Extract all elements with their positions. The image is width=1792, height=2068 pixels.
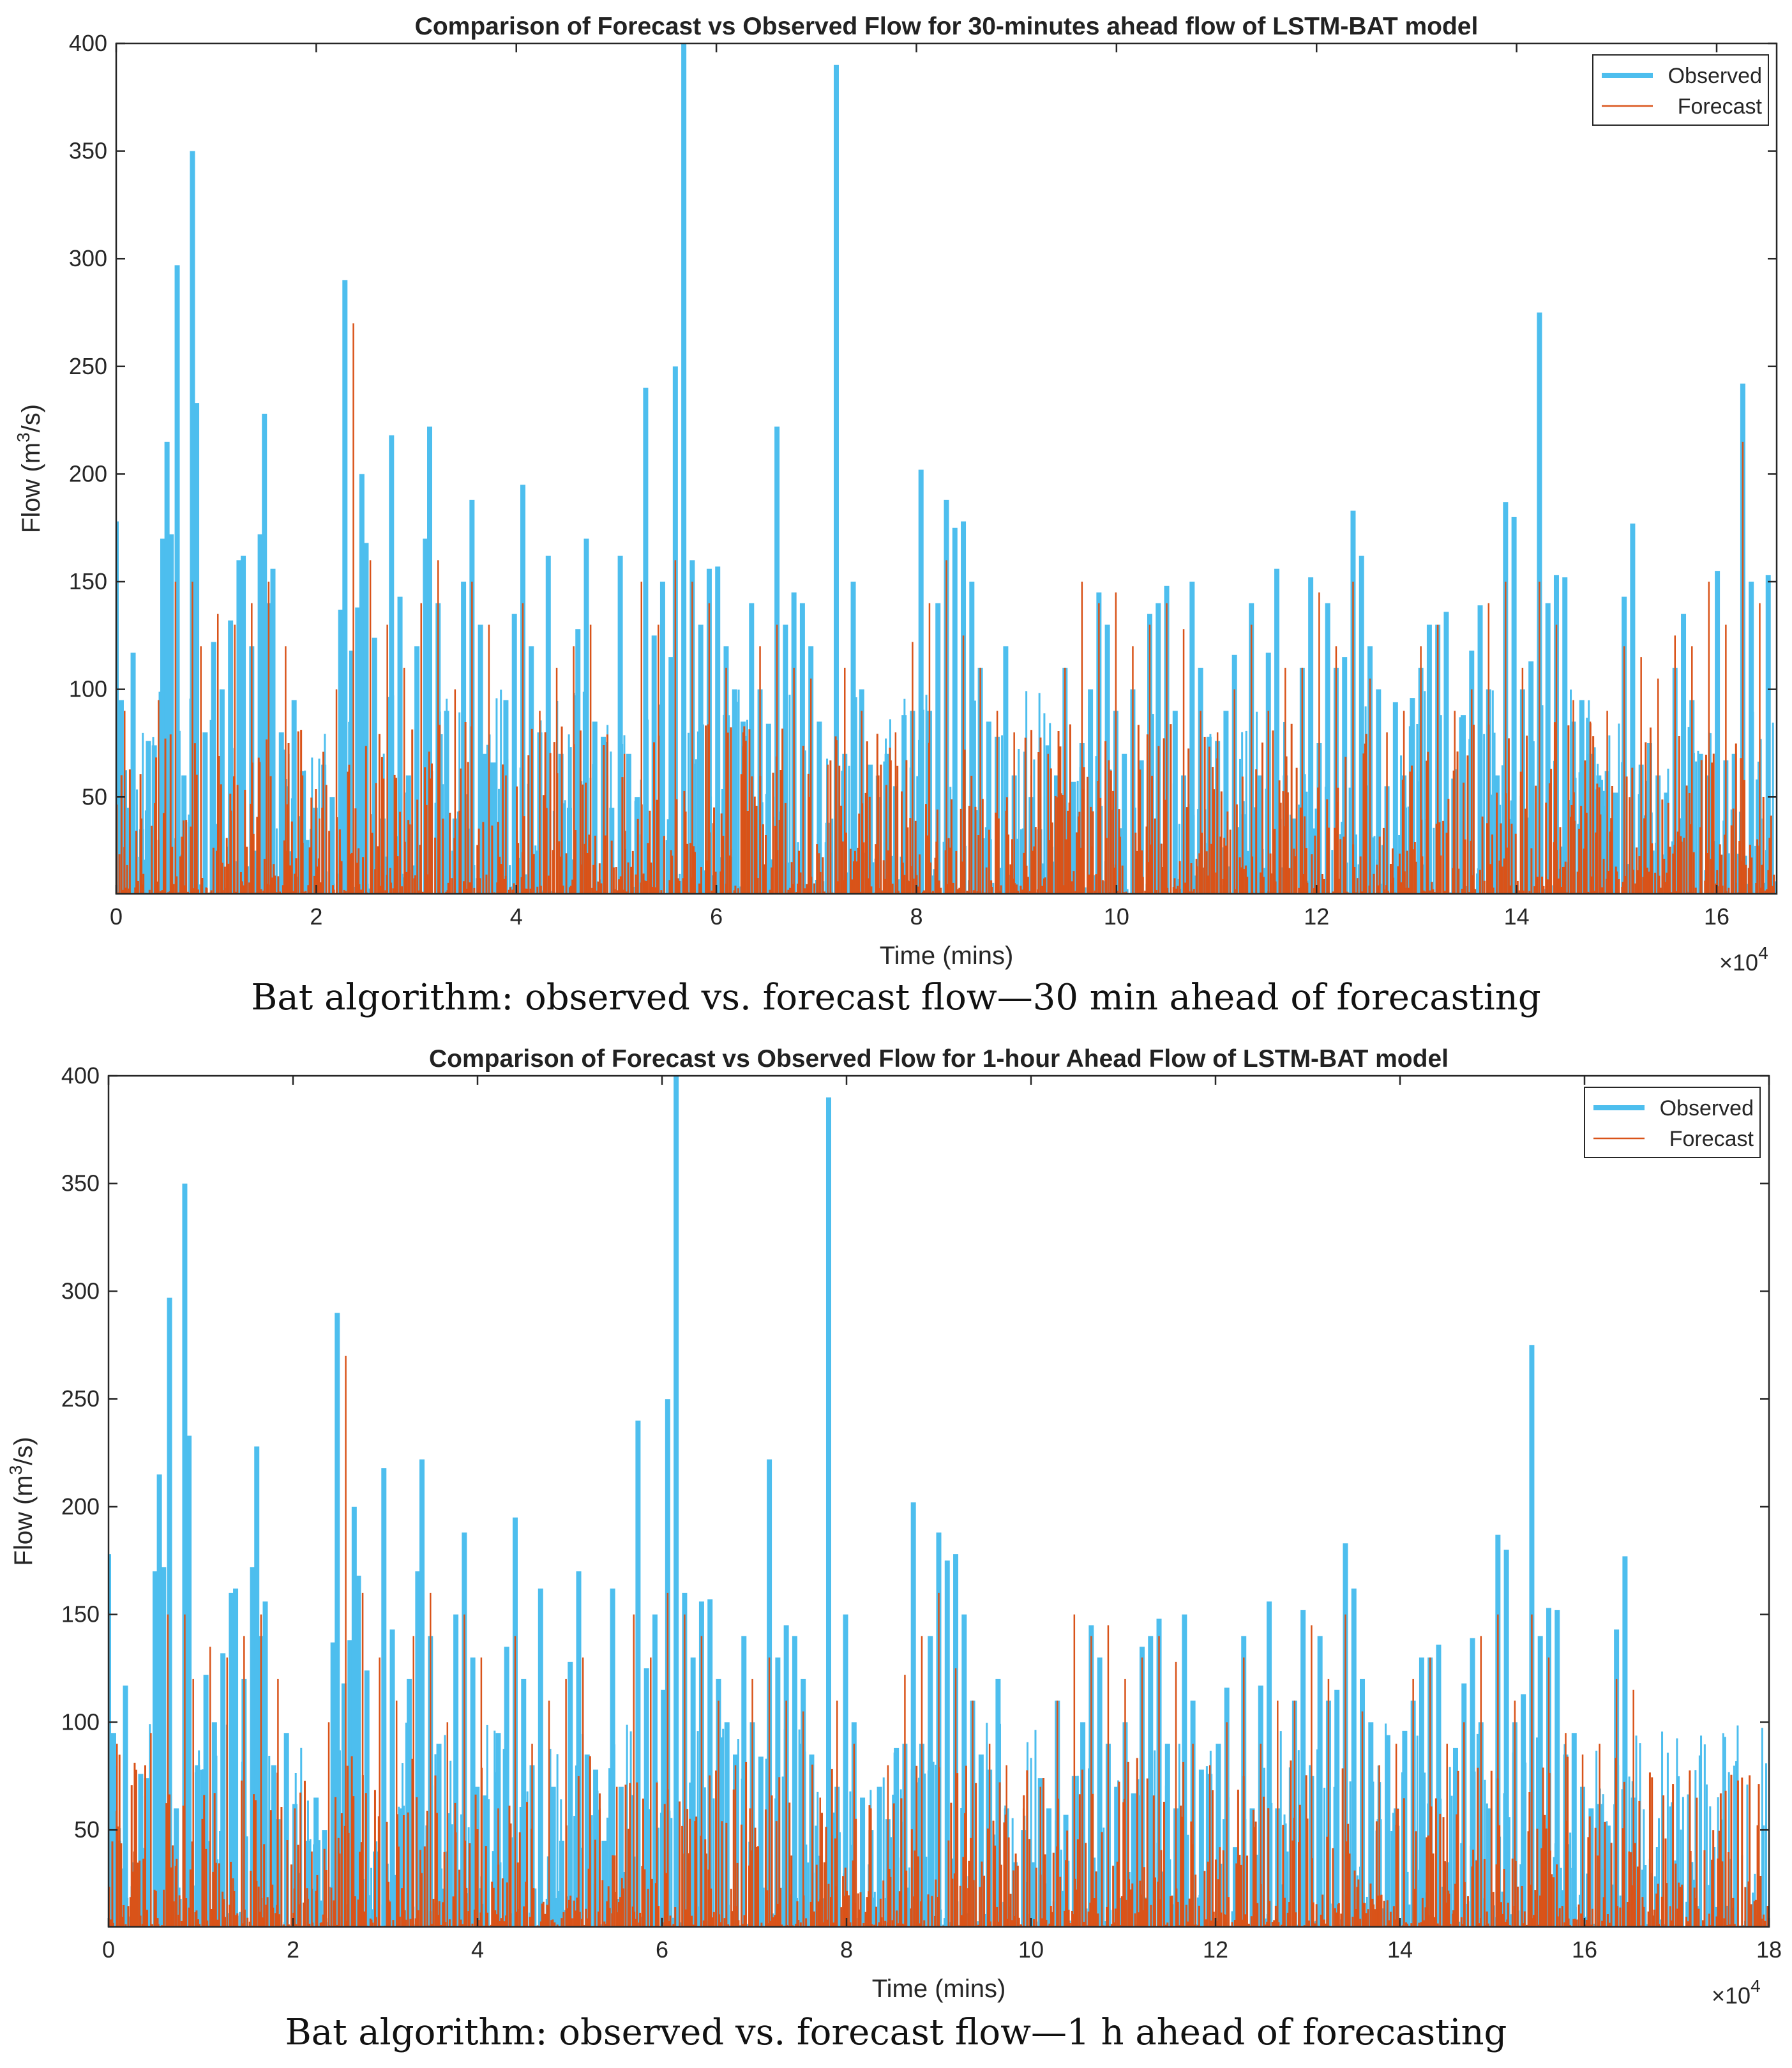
x-tick-label: 0 [102,1936,115,1963]
y-tick-label: 50 [82,783,107,810]
y-tick-label: 250 [69,353,107,379]
x-tick-label: 18 [1756,1936,1782,1963]
chart-panel-30min: Comparison of Forecast vs Observed Flow … [13,13,1778,1018]
x-tick-label: 8 [840,1936,853,1963]
y-label-sup: 3 [13,432,33,442]
y-axis-label: Flow (m3/s) [13,404,45,533]
x-tick-label: 8 [910,903,922,930]
y-tick-label: 350 [61,1170,100,1196]
y-tick-label: 200 [69,460,107,487]
figure-caption-1hour: Bat algorithm: observed vs. forecast flo… [285,2012,1507,2053]
y-tick-label: 300 [69,245,107,271]
x-tick-label: 6 [656,1936,668,1963]
x-tick-label: 16 [1572,1936,1597,1963]
forecast-texture [109,1755,1769,1927]
x-tick-label: 14 [1387,1936,1413,1963]
chart-panel-1hour: Comparison of Forecast vs Observed Flow … [0,1034,1792,2068]
y-tick-label: 150 [69,568,107,594]
y-label-sup: 3 [6,1465,26,1476]
x-tick-label: 2 [287,1936,299,1963]
y-axis-label: Flow (m3/s) [6,1437,38,1566]
x-tick-label: 10 [1104,903,1129,930]
y-label-tail: /s) [10,1437,38,1465]
chart-title: Comparison of Forecast vs Observed Flow … [429,1045,1449,1073]
x-tick-label: 2 [310,903,322,930]
x-tick-label: 14 [1504,903,1530,930]
x-tick-label: 10 [1018,1936,1044,1963]
x-multiplier-exponent: 4 [1758,943,1768,963]
y-tick-label: 400 [69,30,107,56]
x-axis-label: Time (mins) [872,1975,1006,2003]
y-tick-label: 400 [61,1062,100,1089]
legend-box [1584,1087,1761,1158]
x-tick-label: 12 [1304,903,1329,930]
x-axis-multiplier: ×104 [1719,943,1768,976]
x-tick-label: 4 [471,1936,484,1963]
x-tick-label: 6 [710,903,723,930]
chart-30min: Comparison of Forecast vs Observed Flow … [13,13,1778,976]
x-multiplier-base: ×10 [1712,1982,1751,2009]
legend-box [1592,54,1769,126]
y-tick-label: 100 [61,1709,100,1735]
chart-1hour: Comparison of Forecast vs Observed Flow … [6,1045,1782,2009]
figure-caption-30min: Bat algorithm: observed vs. forecast flo… [251,977,1541,1018]
x-tick-label: 16 [1704,903,1729,930]
y-label-tail: /s) [17,404,45,432]
forecast-series [116,323,1761,894]
axes-box [107,1075,1770,1928]
x-tick-label: 4 [510,903,523,930]
y-tick-label: 250 [61,1385,100,1412]
legend-observed-label: Observed [1660,1096,1754,1121]
y-tick-label: 150 [61,1601,100,1627]
legend-forecast-label: Forecast [1678,94,1763,119]
chart-title: Comparison of Forecast vs Observed Flow … [415,13,1479,40]
y-tick-label: 300 [61,1278,100,1304]
x-multiplier-base: ×10 [1719,949,1758,976]
x-tick-label: 12 [1203,1936,1228,1963]
x-axis-multiplier: ×104 [1712,1976,1761,2009]
y-tick-label: 50 [74,1816,100,1843]
y-tick-label: 350 [69,138,107,164]
forecast-series [109,1355,1634,1927]
y-label-main: Flow (m [10,1475,38,1566]
legend-forecast-label: Forecast [1669,1127,1754,1151]
x-tick-label: 0 [110,903,123,930]
y-tick-label: 100 [69,676,107,702]
legend-observed-label: Observed [1668,64,1762,88]
x-multiplier-exponent: 4 [1751,1976,1761,1996]
y-tick-label: 200 [61,1493,100,1520]
y-label-main: Flow (m [17,442,45,533]
axes-box [115,42,1778,895]
x-axis-label: Time (mins) [880,942,1014,970]
